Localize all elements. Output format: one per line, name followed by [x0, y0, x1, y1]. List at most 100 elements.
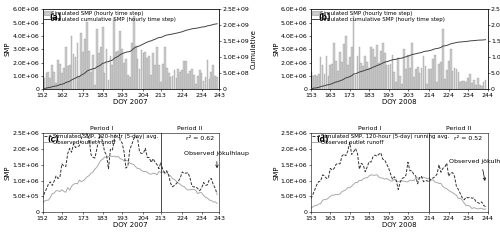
Bar [69, 65, 70, 89]
Bar [148, 56, 150, 89]
Bar [456, 69, 458, 89]
Bar [131, 43, 132, 89]
Bar [136, 59, 138, 89]
Y-axis label: SMP: SMP [5, 165, 11, 180]
Legend: Simulated SMP (hourly time step), Simulated cumulative SMP (hourly time step): Simulated SMP (hourly time step), Simula… [312, 11, 444, 22]
Bar [316, 76, 318, 89]
Bar [400, 76, 401, 89]
Bar [54, 72, 55, 89]
Bar [392, 55, 394, 89]
Bar [341, 62, 343, 89]
Bar [168, 73, 170, 89]
Bar [396, 82, 397, 89]
Bar [197, 76, 198, 89]
Bar [458, 72, 460, 89]
Bar [481, 86, 482, 89]
Bar [364, 56, 366, 89]
Bar [202, 81, 204, 89]
Bar [450, 49, 452, 89]
Bar [479, 85, 480, 89]
Bar [160, 82, 162, 89]
Bar [332, 64, 333, 89]
Bar [326, 56, 328, 89]
Bar [320, 57, 322, 89]
Bar [420, 68, 422, 89]
Bar [337, 71, 339, 89]
Text: Period II: Period II [178, 126, 203, 131]
Bar [119, 31, 121, 89]
Bar [312, 76, 314, 89]
Bar [360, 63, 362, 89]
Bar [162, 64, 164, 89]
Bar [403, 49, 405, 89]
Bar [358, 46, 360, 89]
Bar [214, 76, 216, 89]
Bar [164, 47, 166, 89]
Bar [116, 52, 117, 89]
Bar [442, 29, 444, 89]
Bar [336, 61, 337, 89]
Bar [343, 44, 345, 89]
Bar [407, 55, 409, 89]
Bar [88, 51, 90, 89]
Bar [462, 81, 463, 89]
Bar [460, 82, 461, 89]
Bar [166, 68, 168, 89]
Bar [466, 82, 467, 89]
Bar [405, 69, 407, 89]
Bar [158, 65, 160, 89]
Bar [108, 80, 110, 89]
Bar [347, 65, 348, 89]
X-axis label: DOY 2007: DOY 2007 [114, 99, 148, 105]
Bar [428, 69, 430, 89]
Bar [434, 55, 436, 89]
Bar [366, 62, 368, 89]
Bar [199, 70, 200, 89]
Bar [86, 22, 88, 89]
Bar [59, 64, 61, 89]
Legend: Simulated SMP, 120-hour (5-day) running avg., Observed outlet runoff: Simulated SMP, 120-hour (5-day) running … [312, 134, 450, 145]
Bar [191, 69, 193, 89]
Bar [444, 79, 446, 89]
Bar [409, 68, 411, 89]
Bar [368, 68, 370, 89]
Bar [469, 74, 471, 89]
Bar [74, 57, 76, 89]
Bar [78, 76, 80, 89]
Bar [61, 72, 63, 89]
Bar [411, 43, 412, 89]
Bar [352, 16, 354, 89]
Bar [390, 64, 392, 89]
Bar [210, 72, 212, 89]
Bar [42, 78, 43, 89]
Bar [92, 55, 94, 89]
Bar [144, 51, 146, 89]
Bar [146, 58, 148, 89]
Bar [127, 75, 129, 89]
Bar [189, 71, 191, 89]
Bar [110, 56, 112, 89]
Bar [152, 53, 154, 89]
Bar [106, 49, 108, 89]
Bar [362, 66, 364, 89]
Bar [174, 70, 176, 89]
Bar [388, 65, 390, 89]
Bar [370, 47, 372, 89]
Bar [70, 36, 72, 89]
Bar [193, 75, 194, 89]
Text: Period I: Period I [90, 126, 114, 131]
Text: Observed jökulhlaup: Observed jökulhlaup [184, 151, 249, 168]
Bar [135, 46, 136, 89]
Bar [477, 78, 478, 89]
Bar [452, 71, 454, 89]
Bar [398, 58, 399, 89]
Bar [55, 83, 57, 89]
Bar [418, 73, 420, 89]
Bar [351, 47, 352, 89]
Bar [204, 77, 206, 89]
Y-axis label: SMP: SMP [5, 42, 11, 56]
Bar [349, 57, 350, 89]
Text: (c): (c) [48, 135, 60, 144]
Bar [471, 83, 473, 89]
Bar [322, 65, 324, 89]
